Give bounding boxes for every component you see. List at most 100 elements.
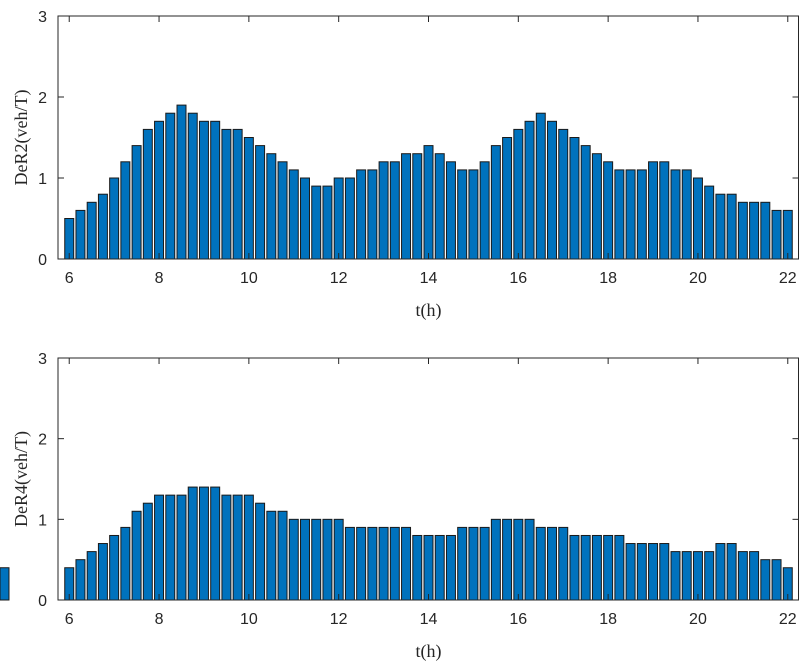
bar (547, 526, 557, 601)
bar (603, 161, 614, 260)
bar (445, 161, 456, 260)
bar (221, 128, 232, 260)
y-tick-label: 3 (38, 351, 47, 368)
bar (603, 534, 614, 601)
bar (625, 543, 636, 601)
x-tick-label: 20 (689, 611, 707, 628)
bar (109, 534, 120, 601)
bar (266, 153, 277, 260)
bar (300, 518, 310, 601)
x-tick-label: 6 (65, 270, 74, 287)
bar (333, 518, 344, 601)
bar (749, 551, 760, 601)
bar (154, 494, 165, 601)
bar (97, 193, 108, 260)
bar (187, 486, 198, 601)
bar (232, 128, 243, 260)
bar (782, 209, 793, 260)
x-tick-label: 22 (779, 611, 797, 628)
bar (131, 145, 142, 260)
bar (771, 559, 782, 601)
bar (524, 120, 535, 260)
bar (356, 526, 367, 601)
x-tick-label: 22 (779, 270, 797, 287)
bar (547, 120, 557, 260)
y-tick-label: 2 (38, 90, 47, 107)
bar (580, 145, 591, 260)
bar (154, 120, 165, 260)
bar (86, 551, 97, 601)
bar (120, 161, 131, 260)
bar (165, 494, 176, 601)
bar (737, 201, 748, 260)
bar (648, 161, 659, 260)
bar (232, 494, 243, 601)
bar (558, 128, 569, 260)
x-axis-label: t(h) (416, 300, 442, 321)
bar (457, 526, 468, 601)
bar (535, 112, 546, 260)
y-axis-label: DeR2(veh/T) (11, 90, 32, 186)
x-tick-label: 8 (155, 270, 164, 287)
bar (75, 559, 86, 601)
bar (636, 543, 647, 601)
bar (97, 543, 108, 601)
bar (681, 169, 692, 260)
bar (580, 534, 591, 601)
bar (165, 112, 176, 260)
bar (311, 185, 322, 260)
bar (468, 526, 479, 601)
bar (75, 209, 86, 260)
y-tick-label: 2 (38, 432, 47, 449)
bar (457, 169, 468, 260)
x-tick-label: 18 (599, 270, 617, 287)
bar (176, 104, 187, 260)
bar (513, 518, 524, 601)
x-tick-label: 14 (420, 270, 438, 287)
bar (670, 169, 681, 260)
bar (636, 169, 647, 260)
bar (412, 153, 423, 260)
x-axis-label: t(h) (416, 641, 442, 662)
bar (367, 526, 378, 601)
bar (120, 526, 131, 601)
bar (344, 177, 355, 260)
bar (401, 526, 412, 601)
bar (715, 193, 726, 260)
bar (86, 201, 97, 260)
bar (479, 161, 490, 260)
bar (131, 510, 142, 601)
bar (614, 534, 625, 601)
x-tick-label: 20 (689, 270, 707, 287)
bar (569, 534, 580, 601)
bar (243, 137, 254, 260)
bar (692, 177, 703, 260)
bar (659, 161, 670, 260)
bar (681, 551, 692, 601)
bar (389, 526, 400, 601)
bar (614, 169, 625, 260)
bar (243, 494, 254, 601)
bar (591, 534, 602, 601)
bar (558, 526, 569, 601)
bar (277, 510, 288, 601)
x-tick-label: 8 (155, 611, 164, 628)
bar (109, 177, 120, 260)
bar (142, 128, 153, 260)
bar (704, 185, 715, 260)
bar (300, 177, 310, 260)
bar (322, 185, 333, 260)
bar (255, 502, 266, 601)
y-tick-label: 1 (38, 512, 47, 529)
bar (670, 551, 681, 601)
bar (356, 169, 367, 260)
bar (0, 567, 10, 601)
bar (221, 494, 232, 601)
bar (288, 169, 299, 260)
x-tick-label: 10 (240, 270, 258, 287)
bar (412, 534, 423, 601)
bar (502, 518, 513, 601)
bar (434, 153, 445, 260)
